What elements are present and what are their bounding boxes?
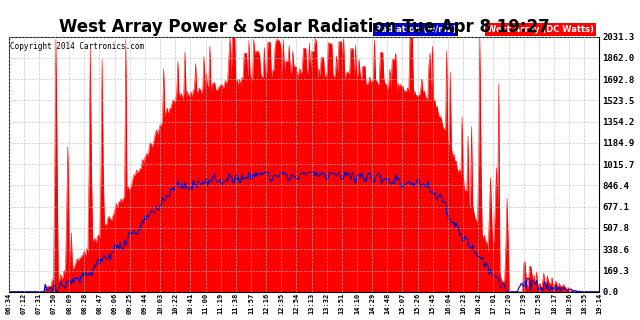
Text: Radiation (w/m2): Radiation (w/m2) bbox=[375, 25, 456, 34]
Title: West Array Power & Solar Radiation Tue Apr 8 19:27: West Array Power & Solar Radiation Tue A… bbox=[59, 18, 549, 36]
Text: West Array (DC Watts): West Array (DC Watts) bbox=[487, 25, 594, 34]
Text: Copyright 2014 Cartronics.com: Copyright 2014 Cartronics.com bbox=[10, 42, 144, 51]
